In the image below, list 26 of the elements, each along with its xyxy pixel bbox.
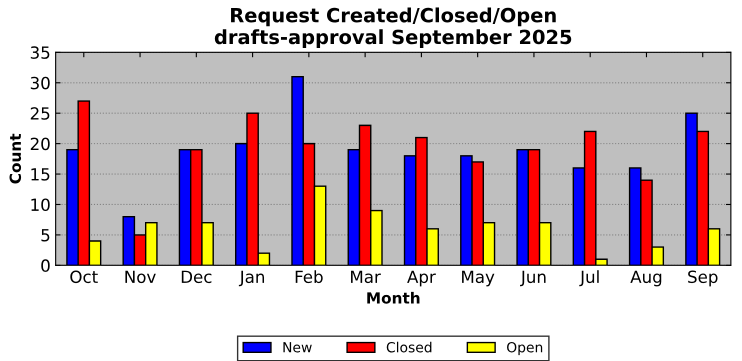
x-tick-label: Apr xyxy=(407,270,436,286)
x-tick-label: Oct xyxy=(70,270,98,284)
x-axis-title: Month xyxy=(367,292,420,304)
x-tick-label: Jul xyxy=(579,270,599,286)
x-tick-label: May xyxy=(462,270,494,286)
x-tick-label: Dec xyxy=(182,270,212,284)
y-tick-label: 35 xyxy=(30,46,50,59)
x-tick-label: Feb xyxy=(296,270,323,284)
chart-title: Request Created/Closed/Open drafts-approval September 2025 xyxy=(214,7,572,48)
x-tick-label: Nov xyxy=(125,270,156,284)
x-tick-label: Jan xyxy=(238,270,264,286)
y-axis-title: Count xyxy=(10,134,22,184)
y-tick-label: 15 xyxy=(31,168,50,181)
y-tick-label: 25 xyxy=(30,107,50,120)
legend-label: Closed xyxy=(386,342,432,352)
y-tick-label: 20 xyxy=(30,138,50,150)
legend-label: New xyxy=(283,342,312,352)
y-tick-label: 5 xyxy=(41,229,50,242)
y-tick-label: 30 xyxy=(30,76,50,90)
y-tick-label: 0 xyxy=(41,259,50,272)
x-tick-label: Jun xyxy=(520,270,546,286)
x-tick-label: Sep xyxy=(688,270,718,286)
x-tick-label: Aug xyxy=(630,270,662,286)
y-tick-label: 10 xyxy=(31,198,50,212)
x-tick-label: Mar xyxy=(351,270,381,284)
legend-label: Open xyxy=(507,342,542,356)
